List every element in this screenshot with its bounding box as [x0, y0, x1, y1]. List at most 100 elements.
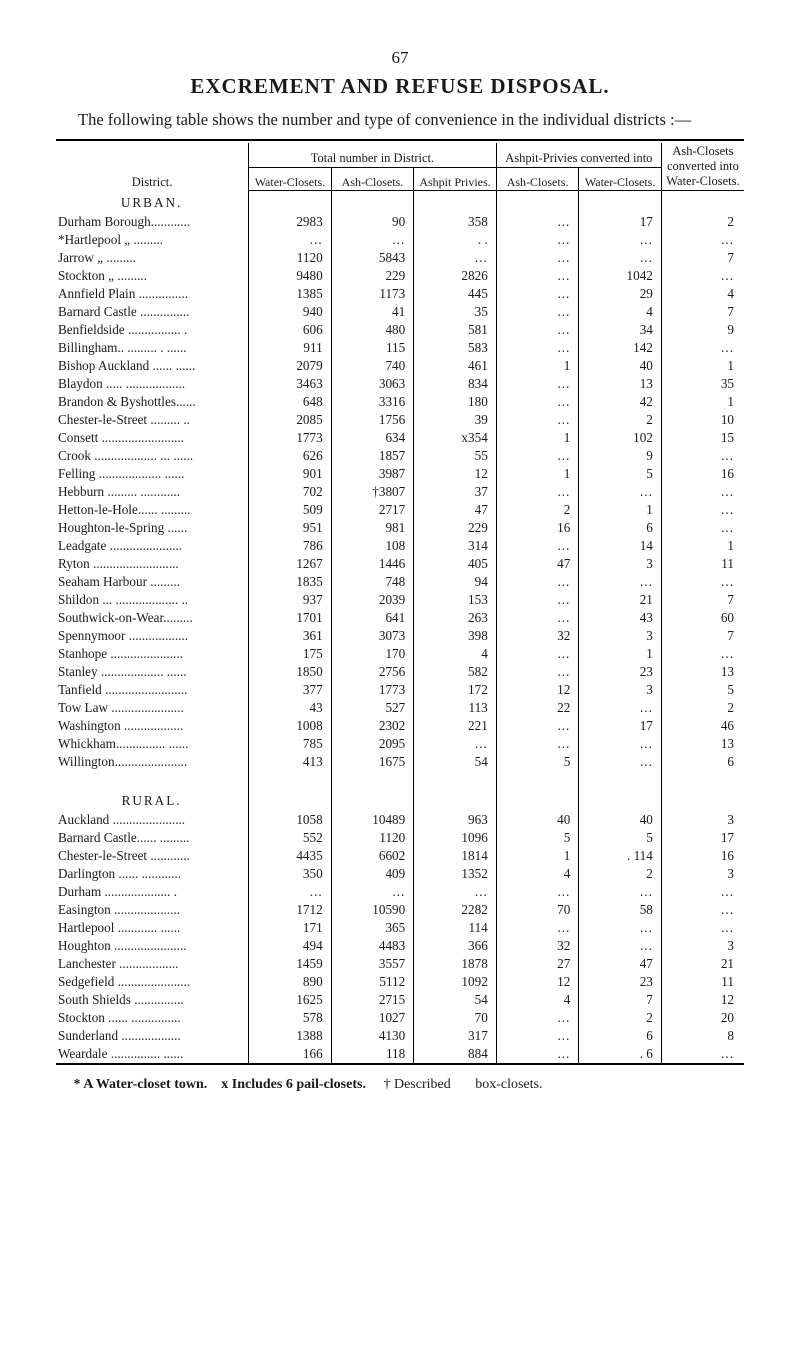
value-cell: 1712: [249, 901, 332, 919]
value-cell: 17: [661, 829, 744, 847]
value-cell: 480: [331, 321, 414, 339]
col-ash-closets: Ash-Closets.: [331, 168, 414, 191]
value-cell: 1120: [249, 249, 332, 267]
value-cell: 4483: [331, 937, 414, 955]
table-row: Southwick-on-Wear.........1701641263...4…: [56, 609, 744, 627]
value-cell: x354: [414, 429, 497, 447]
table-row: Hartlepool ............ ......171365114.…: [56, 919, 744, 937]
value-cell: ...: [496, 1045, 579, 1064]
table-row: Sunderland ..................13884130317…: [56, 1027, 744, 1045]
page-title: EXCREMENT AND REFUSE DISPOSAL.: [56, 74, 744, 99]
value-cell: 1446: [331, 555, 414, 573]
value-cell: 46: [661, 717, 744, 735]
value-cell: 5: [661, 681, 744, 699]
value-cell: ...: [414, 249, 497, 267]
value-cell: 29: [579, 285, 662, 303]
value-cell: ...: [661, 919, 744, 937]
value-cell: ...: [496, 573, 579, 591]
district-name: Tanfield .........................: [56, 681, 249, 699]
value-cell: 377: [249, 681, 332, 699]
value-cell: ...: [661, 501, 744, 519]
intro-paragraph: The following table shows the number and…: [56, 109, 744, 131]
value-cell: 12: [661, 991, 744, 1009]
value-cell: . 6: [579, 1045, 662, 1064]
table-row: Barnard Castle ...............9404135...…: [56, 303, 744, 321]
district-name: Brandon & Byshottles......: [56, 393, 249, 411]
value-cell: ...: [661, 519, 744, 537]
value-cell: 1675: [331, 753, 414, 771]
value-cell: 153: [414, 591, 497, 609]
value-cell: ...: [496, 883, 579, 901]
value-cell: 1: [496, 357, 579, 375]
district-name: Annfield Plain ...............: [56, 285, 249, 303]
value-cell: ...: [414, 883, 497, 901]
value-cell: 172: [414, 681, 497, 699]
value-cell: ...: [579, 699, 662, 717]
value-cell: 1: [661, 537, 744, 555]
district-name: *Hartlepool „ .........: [56, 231, 249, 249]
value-cell: ...: [496, 663, 579, 681]
value-cell: ...: [661, 339, 744, 357]
district-name: Felling ................... ......: [56, 465, 249, 483]
district-name: Stockton „ .........: [56, 267, 249, 285]
value-cell: 13: [579, 375, 662, 393]
value-cell: ...: [496, 393, 579, 411]
value-cell: 102: [579, 429, 662, 447]
value-cell: 4: [414, 645, 497, 663]
district-name: Sedgefield ......................: [56, 973, 249, 991]
table-row: Sedgefield ......................8905112…: [56, 973, 744, 991]
value-cell: 1267: [249, 555, 332, 573]
table-row: Billingham.. ......... . ......911115583…: [56, 339, 744, 357]
value-cell: 40: [579, 811, 662, 829]
value-cell: 5843: [331, 249, 414, 267]
value-cell: ...: [496, 321, 579, 339]
col-ash-to-water: Ash-Closets converted into Water-Closets…: [661, 143, 744, 191]
col-to-ash: Ash-Closets.: [496, 168, 579, 191]
empty-cell: [496, 191, 579, 213]
table-row: Easington ....................1712105902…: [56, 901, 744, 919]
value-cell: 4435: [249, 847, 332, 865]
value-cell: ...: [579, 937, 662, 955]
value-cell: 118: [331, 1045, 414, 1064]
value-cell: 3: [579, 627, 662, 645]
value-cell: 901: [249, 465, 332, 483]
value-cell: 70: [496, 901, 579, 919]
value-cell: 39: [414, 411, 497, 429]
value-cell: 90: [331, 213, 414, 231]
district-name: Durham Borough............: [56, 213, 249, 231]
empty-cell: [579, 789, 662, 811]
table-row: Houghton-le-Spring ......951981229166...: [56, 519, 744, 537]
value-cell: 413: [249, 753, 332, 771]
value-cell: 94: [414, 573, 497, 591]
value-cell: 409: [331, 865, 414, 883]
value-cell: 34: [579, 321, 662, 339]
value-cell: 785: [249, 735, 332, 753]
value-cell: ...: [496, 213, 579, 231]
value-cell: 27: [496, 955, 579, 973]
value-cell: 47: [579, 955, 662, 973]
value-cell: ...: [579, 919, 662, 937]
value-cell: 2: [579, 1009, 662, 1027]
value-cell: 166: [249, 1045, 332, 1064]
value-cell: 10489: [331, 811, 414, 829]
value-cell: 7: [661, 591, 744, 609]
table-row: Weardale ............... ......166118884…: [56, 1045, 744, 1064]
value-cell: 21: [579, 591, 662, 609]
value-cell: ...: [661, 901, 744, 919]
value-cell: 890: [249, 973, 332, 991]
value-cell: ...: [661, 483, 744, 501]
empty-cell: [331, 191, 414, 213]
value-cell: 60: [661, 609, 744, 627]
district-name: Southwick-on-Wear.........: [56, 609, 249, 627]
table-row: Consett .........................1773634…: [56, 429, 744, 447]
district-name: Spennymoor ..................: [56, 627, 249, 645]
value-cell: ...: [579, 483, 662, 501]
value-cell: 4130: [331, 1027, 414, 1045]
value-cell: ...: [579, 883, 662, 901]
value-cell: 1: [579, 501, 662, 519]
value-cell: 2: [661, 213, 744, 231]
value-cell: 634: [331, 429, 414, 447]
footnote-d: box-closets.: [475, 1077, 542, 1092]
value-cell: 606: [249, 321, 332, 339]
value-cell: 1: [496, 847, 579, 865]
